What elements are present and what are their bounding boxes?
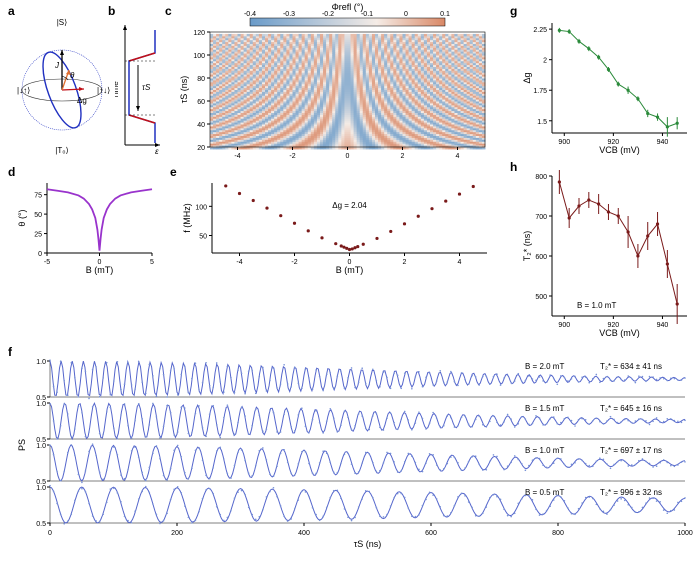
panel-f-traces: 0.51.0B = 2.0 mTT₂* = 634 ± 41 ns0.51.0B… — [15, 355, 695, 565]
svg-text:|↑↓⟩: |↑↓⟩ — [97, 86, 110, 95]
svg-text:|↓↑⟩: |↓↑⟩ — [17, 86, 30, 95]
label-c: c — [165, 4, 172, 18]
panel-b-pulse: Time ε τS — [115, 15, 165, 155]
label-f: f — [8, 345, 12, 359]
svg-text:Time: Time — [115, 81, 120, 99]
svg-text:|T₀⟩: |T₀⟩ — [55, 146, 68, 155]
label-e: e — [170, 165, 177, 179]
svg-text:-0.3: -0.3 — [283, 11, 295, 18]
svg-text:Δg: Δg — [77, 96, 87, 105]
svg-text:Φrefl (°): Φrefl (°) — [332, 2, 364, 12]
svg-text:|S⟩: |S⟩ — [57, 18, 68, 27]
svg-text:ε: ε — [155, 147, 159, 155]
label-a: a — [8, 4, 15, 18]
svg-text:0: 0 — [404, 11, 408, 18]
panel-a-blochsphere: |S⟩ |T₀⟩ |↓↑⟩ |↑↓⟩ J θ Δg — [15, 15, 110, 155]
label-h: h — [510, 160, 517, 174]
svg-text:-0.1: -0.1 — [361, 11, 373, 18]
panel-d-theta: -5050255075B (mT)θ (°) — [15, 175, 160, 275]
label-g: g — [510, 4, 517, 18]
svg-text:τS: τS — [142, 83, 151, 92]
svg-text:0.1: 0.1 — [440, 11, 450, 18]
svg-text:θ: θ — [70, 71, 75, 80]
svg-text:-0.2: -0.2 — [322, 11, 334, 18]
svg-text:J: J — [54, 61, 60, 70]
panel-g-deltag: 9009209401.51.7522.25VCB (mV)Δg — [520, 15, 695, 155]
panel-e-freq: -4-202450100B (mT)f (MHz)Δg = 2.04 — [180, 175, 495, 275]
panel-h-t2: 900920940500600700800VCB (mV)T₂* (ns)B =… — [520, 168, 695, 338]
svg-text:-0.4: -0.4 — [244, 11, 256, 18]
panel-c-heatmap: -0.4-0.3-0.2-0.100.1Φrefl (°)-4-20242040… — [175, 2, 495, 162]
